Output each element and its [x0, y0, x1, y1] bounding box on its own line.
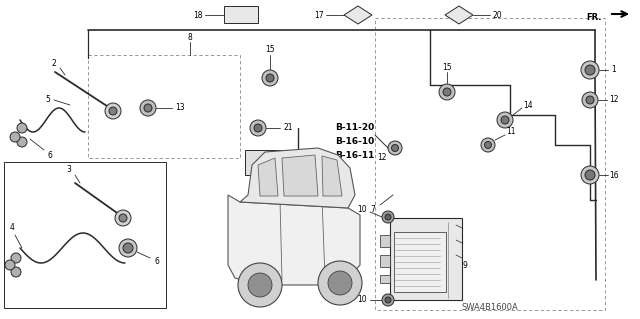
Circle shape	[481, 138, 495, 152]
Circle shape	[443, 88, 451, 96]
Circle shape	[254, 124, 262, 132]
Text: SWA4B1600A: SWA4B1600A	[461, 303, 518, 313]
Bar	[380, 235, 390, 247]
Bar	[375, 18, 605, 310]
Circle shape	[439, 84, 455, 100]
Circle shape	[11, 253, 21, 263]
Circle shape	[109, 107, 117, 115]
Text: B-16-10: B-16-10	[335, 137, 374, 146]
Text: 7: 7	[371, 205, 376, 214]
Text: 16: 16	[609, 170, 619, 180]
Bar	[380, 275, 390, 283]
Text: 1: 1	[612, 65, 616, 75]
Text: B-11-20: B-11-20	[335, 123, 374, 132]
Circle shape	[388, 141, 402, 155]
Text: 5: 5	[45, 95, 51, 105]
Text: 19: 19	[261, 188, 271, 197]
Circle shape	[17, 137, 27, 147]
Circle shape	[266, 74, 274, 82]
Circle shape	[385, 297, 391, 303]
Circle shape	[144, 104, 152, 112]
Circle shape	[586, 96, 594, 104]
Polygon shape	[228, 195, 360, 285]
Text: 6: 6	[155, 257, 159, 266]
Text: 4: 4	[10, 224, 15, 233]
Text: 12: 12	[609, 95, 619, 105]
Text: 15: 15	[442, 63, 452, 71]
Text: 6: 6	[47, 151, 52, 160]
Text: 21: 21	[284, 123, 292, 132]
Bar	[394, 232, 446, 292]
Circle shape	[585, 170, 595, 180]
Circle shape	[17, 123, 27, 133]
Text: 14: 14	[523, 100, 533, 109]
Circle shape	[392, 145, 399, 152]
Circle shape	[318, 261, 362, 305]
Circle shape	[119, 214, 127, 222]
Text: 20: 20	[492, 11, 502, 19]
Bar	[380, 255, 390, 267]
Circle shape	[5, 260, 15, 270]
Text: 12: 12	[377, 152, 387, 161]
Polygon shape	[282, 155, 318, 196]
Circle shape	[115, 210, 131, 226]
Circle shape	[382, 294, 394, 306]
Bar	[245, 150, 287, 175]
Text: 18: 18	[193, 11, 203, 19]
Text: B-16-11: B-16-11	[335, 152, 374, 160]
Circle shape	[11, 267, 21, 277]
Circle shape	[119, 239, 137, 257]
Polygon shape	[258, 158, 278, 196]
Circle shape	[140, 100, 156, 116]
Circle shape	[585, 65, 595, 75]
Text: 10: 10	[357, 205, 367, 214]
Circle shape	[238, 263, 282, 307]
Circle shape	[250, 120, 266, 136]
Circle shape	[248, 273, 272, 297]
Circle shape	[382, 211, 394, 223]
Text: 11: 11	[506, 128, 516, 137]
Text: 15: 15	[265, 46, 275, 55]
Circle shape	[581, 61, 599, 79]
Polygon shape	[344, 6, 372, 24]
Text: FR.: FR.	[586, 12, 602, 21]
Text: 10: 10	[357, 295, 367, 305]
Text: 8: 8	[188, 33, 193, 41]
Circle shape	[497, 112, 513, 128]
Text: 17: 17	[314, 11, 324, 19]
Bar	[4, 162, 166, 308]
Circle shape	[262, 70, 278, 86]
Circle shape	[581, 166, 599, 184]
Text: 3: 3	[67, 166, 72, 174]
Bar	[88, 55, 240, 158]
Circle shape	[385, 214, 391, 220]
Text: 9: 9	[463, 261, 467, 270]
Circle shape	[10, 132, 20, 142]
Text: 13: 13	[175, 103, 185, 113]
Circle shape	[328, 271, 352, 295]
Circle shape	[501, 116, 509, 124]
Polygon shape	[240, 148, 355, 208]
Circle shape	[123, 243, 133, 253]
Text: 2: 2	[52, 58, 56, 68]
Bar	[390, 218, 462, 300]
Circle shape	[484, 142, 492, 149]
Polygon shape	[322, 156, 342, 196]
Bar	[224, 6, 258, 23]
Circle shape	[105, 103, 121, 119]
Polygon shape	[445, 6, 473, 24]
Circle shape	[582, 92, 598, 108]
